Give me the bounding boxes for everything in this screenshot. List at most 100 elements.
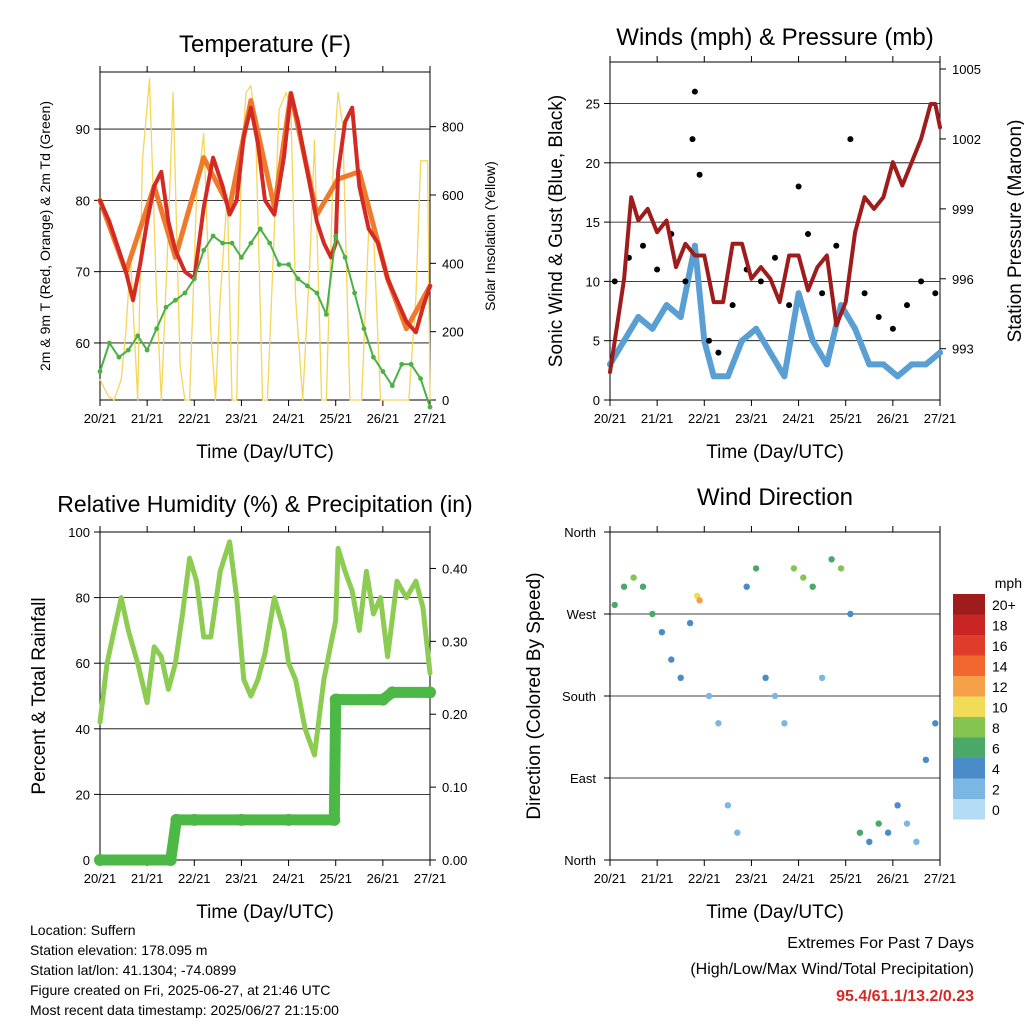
td2m-point — [220, 240, 226, 246]
legend-label: 0 — [992, 802, 1000, 818]
x-tick-label: 22/21 — [688, 871, 721, 886]
gust-point — [772, 254, 778, 261]
direction-point — [922, 756, 930, 763]
plot-frame — [609, 61, 941, 401]
legend-swatch — [953, 778, 985, 799]
relative-humidity-line — [97, 539, 433, 758]
y-tick-label: 70 — [76, 265, 90, 280]
sonic-wind-point — [635, 314, 642, 320]
precipitation-point — [386, 686, 399, 699]
td2m-point — [97, 369, 103, 374]
x-tick-label: 23/21 — [225, 871, 258, 886]
y-right-tick-label: 0.20 — [442, 707, 467, 722]
y-tick-label: 0 — [593, 393, 600, 408]
td2m-point — [191, 276, 197, 282]
direction-point — [649, 610, 656, 618]
direction-point — [611, 601, 618, 609]
y-right-axis-label: Solar Insolation (Yellow) — [482, 161, 498, 311]
td2m-point — [248, 240, 254, 246]
legend-label: 16 — [992, 638, 1008, 654]
gust-point — [706, 337, 712, 344]
td2m-point — [342, 255, 348, 260]
precipitation-point — [170, 813, 183, 826]
gust-point — [611, 278, 618, 285]
direction-point — [847, 610, 854, 618]
x-tick-label: 27/21 — [414, 411, 447, 426]
td2m-point — [408, 361, 414, 367]
created-text: Figure created on Fri, 2025-06-27, at 21… — [30, 982, 331, 998]
legend-swatch — [953, 737, 985, 758]
legend-swatch — [953, 799, 985, 820]
x-axis-label: Time (Day/UTC) — [706, 902, 844, 923]
sonic-wind-point — [677, 314, 684, 320]
x-tick-label: 21/21 — [131, 411, 164, 426]
y-right-tick-label: 999 — [952, 202, 974, 217]
chart-title: Relative Humidity (%) & Precipitation (i… — [57, 491, 472, 517]
elevation-text: Station elevation: 178.095 m — [30, 942, 208, 958]
gust-point — [640, 242, 646, 249]
direction-point — [715, 720, 722, 727]
latlon-text: Station lat/lon: 41.1304; -74.0899 — [30, 962, 237, 978]
y-tick-label: 40 — [76, 722, 90, 737]
direction-point — [658, 629, 666, 636]
direction-point — [790, 565, 798, 572]
legend-label: 14 — [992, 659, 1008, 675]
x-tick-label: 20/21 — [594, 871, 627, 886]
direction-point — [752, 565, 760, 572]
legend-label: 4 — [992, 761, 1000, 777]
y-tick-label: 100 — [68, 525, 90, 540]
chart-title: Winds (mph) & Pressure (mb) — [616, 24, 933, 51]
td2m-point — [210, 233, 216, 239]
direction-point — [837, 565, 845, 572]
y-tick-label: 60 — [76, 656, 90, 671]
y-right-tick-label: 0 — [442, 393, 449, 408]
y-tick-label: 80 — [76, 193, 90, 208]
legend-label: 2 — [992, 782, 1000, 798]
td2m-point — [144, 347, 150, 353]
td2m-point — [314, 290, 320, 296]
location-text: Location: Suffern — [30, 922, 136, 938]
x-tick-label: 20/21 — [594, 411, 627, 426]
y-tick-label: 60 — [76, 336, 90, 351]
sonic-wind-point — [922, 361, 929, 368]
direction-point — [620, 583, 628, 590]
td2m-point — [267, 240, 273, 246]
gust-point — [795, 183, 802, 190]
x-tick-label: 21/21 — [641, 411, 674, 426]
td2m-point — [380, 369, 386, 374]
y-right-tick-label: 400 — [442, 256, 464, 271]
y-right-tick-label: 1002 — [952, 132, 981, 147]
gust-point — [805, 231, 811, 237]
precipitation-point — [188, 813, 201, 826]
x-tick-label: 26/21 — [877, 871, 910, 886]
legend-swatch — [953, 696, 985, 717]
recent-data-text: Most recent data timestamp: 2025/06/27 2… — [30, 1002, 339, 1018]
gust-point — [904, 302, 910, 309]
td2m-point — [286, 262, 291, 267]
y-right-tick-label: 0.40 — [442, 561, 467, 576]
td2m-point — [173, 297, 178, 303]
x-tick-label: 26/21 — [877, 411, 910, 426]
direction-point — [696, 597, 703, 604]
x-tick-label: 26/21 — [367, 411, 400, 426]
sonic-wind-point — [809, 337, 816, 344]
x-tick-label: 24/21 — [782, 411, 815, 426]
td2m-point — [116, 354, 122, 360]
td2m-point — [107, 340, 112, 346]
gust-point — [918, 278, 925, 285]
direction-point — [818, 674, 826, 681]
direction-point — [828, 556, 835, 563]
x-tick-label: 25/21 — [829, 871, 862, 886]
y-axis-label: 2m & 9m T (Red, Orange) & 2m Td (Green) — [37, 101, 53, 371]
x-tick-label: 20/21 — [84, 871, 117, 886]
td2m-line — [99, 227, 431, 409]
x-tick-label: 27/21 — [924, 871, 957, 886]
sonic-wind-point — [866, 361, 873, 368]
td2m-point — [305, 283, 310, 289]
sonic-wind-point — [852, 325, 859, 332]
humidity-precip-panel: Relative Humidity (%) & Precipitation (i… — [29, 491, 473, 923]
sonic-wind-point — [701, 337, 708, 344]
direction-point — [630, 574, 637, 581]
legend-swatch — [953, 717, 985, 738]
